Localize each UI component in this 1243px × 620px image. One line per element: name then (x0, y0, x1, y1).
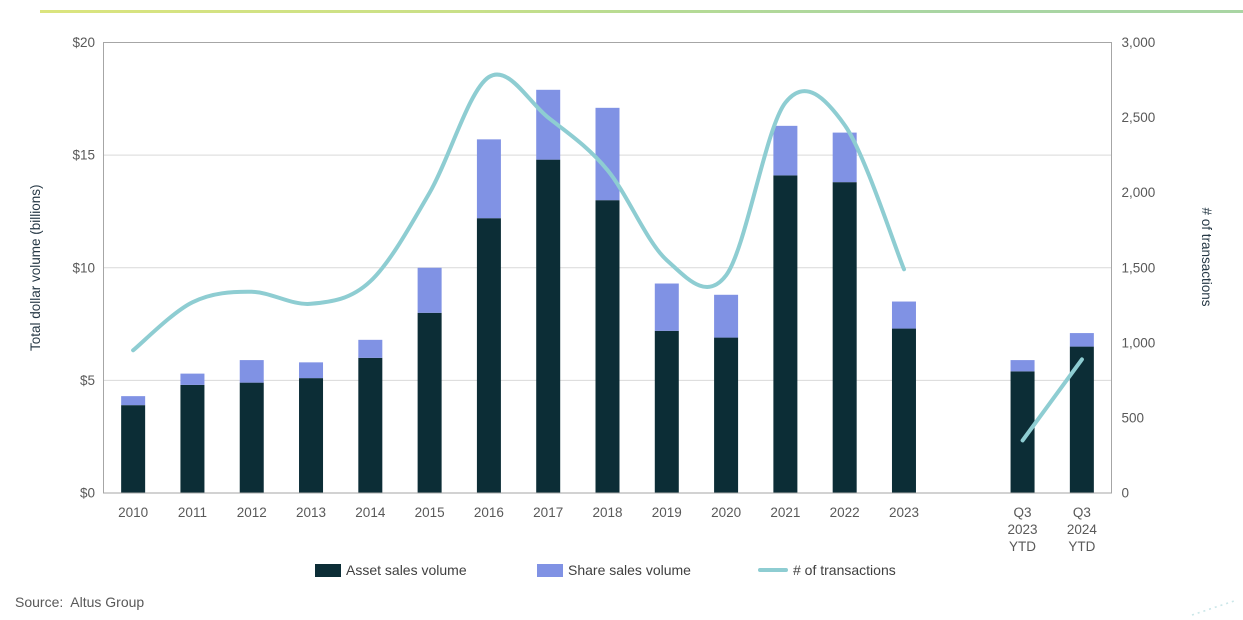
bar-asset-sales (239, 382, 264, 493)
right-axis-tick-label: 2,000 (1122, 185, 1156, 200)
category-label: 2020 (711, 505, 741, 520)
bar-asset-sales (595, 200, 620, 494)
category-label: 2023 (889, 505, 919, 520)
left-axis-tick-label: $0 (80, 486, 95, 501)
transactions-line (131, 72, 906, 353)
right-axis-tick-label: 1,500 (1122, 260, 1156, 275)
bar-share-sales (476, 139, 501, 219)
right-axis-tick-label: 3,000 (1122, 35, 1156, 50)
category-label: 2015 (415, 505, 445, 520)
left-axis-tick-label: $10 (72, 260, 95, 275)
category-label: 2017 (533, 505, 563, 520)
category-label: 2013 (296, 505, 326, 520)
category-label: Q3 2024 YTD (1067, 505, 1098, 554)
category-label: 2012 (237, 505, 267, 520)
bar-share-sales (239, 360, 264, 383)
corner-decoration (1191, 600, 1235, 616)
category-label: 2010 (118, 505, 148, 520)
bar-asset-sales (417, 312, 442, 493)
category-label: 2019 (652, 505, 682, 520)
left-axis-tick-label: $20 (72, 35, 95, 50)
category-label: 2022 (830, 505, 860, 520)
legend-item-share-sales: Share sales volume (537, 560, 691, 580)
legend-label-transactions: # of transactions (793, 562, 896, 578)
bar-share-sales (180, 373, 205, 385)
legend-swatch-share-sales (537, 563, 563, 577)
source-note: Source: Altus Group (15, 594, 145, 610)
category-label: 2011 (178, 505, 207, 520)
bar-share-sales (714, 294, 739, 338)
legend-item-transactions: # of transactions (758, 560, 896, 580)
category-label: 2014 (355, 505, 386, 520)
bar-asset-sales (536, 159, 561, 493)
bar-asset-sales (773, 175, 798, 493)
bar-share-sales (358, 339, 383, 358)
bar-asset-sales (654, 330, 679, 493)
right-axis-tick-label: 2,500 (1122, 110, 1156, 125)
category-label: 2021 (770, 505, 800, 520)
bar-asset-sales (476, 218, 501, 493)
bar-share-sales (595, 107, 620, 201)
bar-share-sales (773, 125, 798, 176)
bar-asset-sales (714, 337, 739, 493)
right-axis-tick-label: 500 (1122, 410, 1145, 425)
bar-asset-sales (891, 328, 916, 493)
chart-legend: Asset sales volume Share sales volume # … (0, 560, 1243, 582)
bar-share-sales (1010, 360, 1035, 372)
bar-share-sales (417, 267, 442, 313)
bar-asset-sales (299, 378, 324, 493)
bar-share-sales (299, 362, 324, 379)
bar-share-sales (654, 283, 679, 331)
bar-asset-sales (832, 182, 857, 493)
plot-border (103, 42, 1112, 494)
right-axis-title: # of transactions (1199, 207, 1214, 306)
right-axis-tick-label: 0 (1122, 486, 1130, 501)
left-axis-title: Total dollar volume (billions) (28, 184, 43, 351)
right-axis-tick-label: 1,000 (1122, 335, 1156, 350)
bar-share-sales (1069, 333, 1094, 347)
category-label: Q3 2023 YTD (1008, 505, 1038, 554)
legend-swatch-transactions-line (758, 568, 788, 572)
bar-share-sales (891, 301, 916, 329)
left-axis-tick-label: $15 (72, 148, 95, 163)
category-label: 2018 (592, 505, 622, 520)
category-label: 2016 (474, 505, 504, 520)
legend-label-share-sales: Share sales volume (568, 562, 691, 578)
legend-item-asset-sales: Asset sales volume (315, 560, 467, 580)
legend-swatch-asset-sales (315, 563, 341, 577)
top-accent-bar (40, 10, 1243, 13)
transactions-line (1020, 357, 1084, 443)
legend-label-asset-sales: Asset sales volume (346, 562, 467, 578)
bar-asset-sales (180, 384, 205, 493)
bar-asset-sales (358, 357, 383, 493)
bar-share-sales (121, 396, 146, 406)
left-axis-tick-label: $5 (80, 373, 95, 388)
bar-asset-sales (121, 405, 146, 493)
